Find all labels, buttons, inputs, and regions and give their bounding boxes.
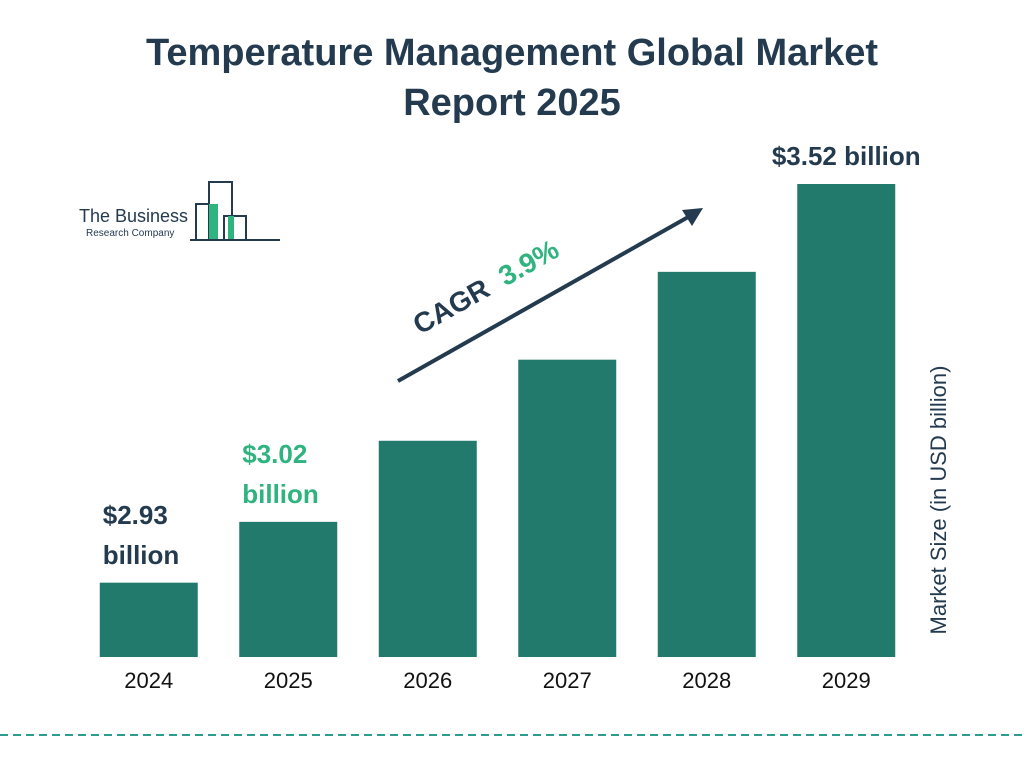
cagr-annotation: CAGR 3.9%	[408, 233, 564, 340]
cagr-label: CAGR	[408, 273, 495, 341]
bar	[518, 359, 617, 657]
value-label: $2.93 billion	[102, 499, 180, 570]
x-tick-label: 2027	[543, 668, 592, 693]
bar	[797, 184, 896, 657]
cagr-arrowhead	[682, 208, 703, 226]
logo-text: The Business	[79, 206, 188, 226]
chart-title: Temperature Management Global Market Rep…	[145, 32, 879, 124]
bar	[657, 271, 756, 657]
bar	[99, 582, 198, 657]
x-tick-label: 2024	[124, 668, 173, 693]
title-box: Temperature Management Global Market Rep…	[0, 28, 1024, 128]
cagr-value: 3.9%	[493, 233, 564, 291]
x-tick-label: 2028	[682, 668, 731, 693]
x-tick-label: 2026	[403, 668, 452, 693]
value-label: $3.02 billion	[242, 438, 319, 509]
bar	[378, 440, 477, 657]
x-tick-label: 2029	[822, 668, 871, 693]
value-label: $3.52 billion	[771, 141, 921, 171]
bar	[239, 521, 338, 657]
x-tick-label: 2025	[264, 668, 313, 693]
logo: The Business Research Company	[79, 181, 280, 241]
y-axis-label: Market Size (in USD billion)	[926, 366, 951, 635]
logo-subtext: Research Company	[86, 228, 174, 239]
cagr-arrow	[397, 214, 691, 383]
